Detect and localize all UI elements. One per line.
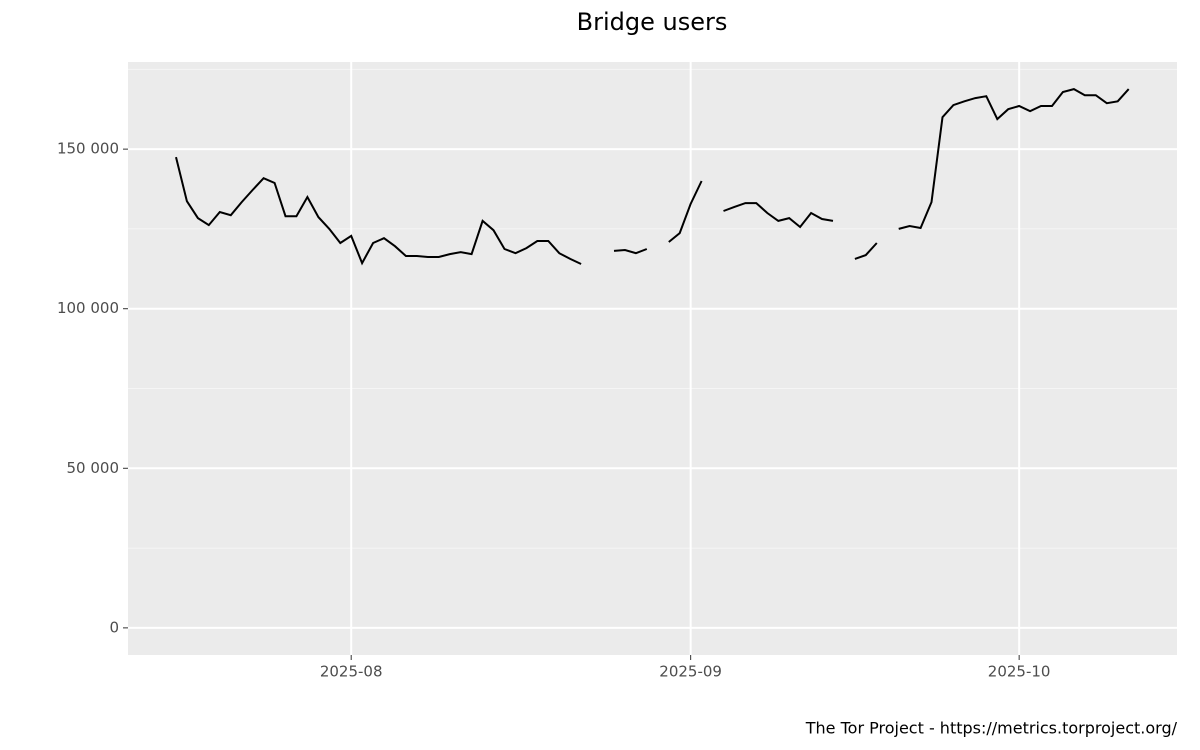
data-line <box>175 88 1130 266</box>
caption: The Tor Project - https://metrics.torpro… <box>805 719 1178 738</box>
x-tick-label: 2025-08 <box>320 663 383 681</box>
y-tick-label: 50 000 <box>67 459 120 477</box>
y-tick-label: 150 000 <box>57 140 119 158</box>
x-tick-label: 2025-09 <box>659 663 722 681</box>
panel <box>128 62 1177 655</box>
y-tick-label: 0 <box>109 618 119 636</box>
chart-title: Bridge users <box>577 8 728 36</box>
x-tick-label: 2025-10 <box>988 663 1051 681</box>
y-tick-label: 100 000 <box>57 299 119 317</box>
